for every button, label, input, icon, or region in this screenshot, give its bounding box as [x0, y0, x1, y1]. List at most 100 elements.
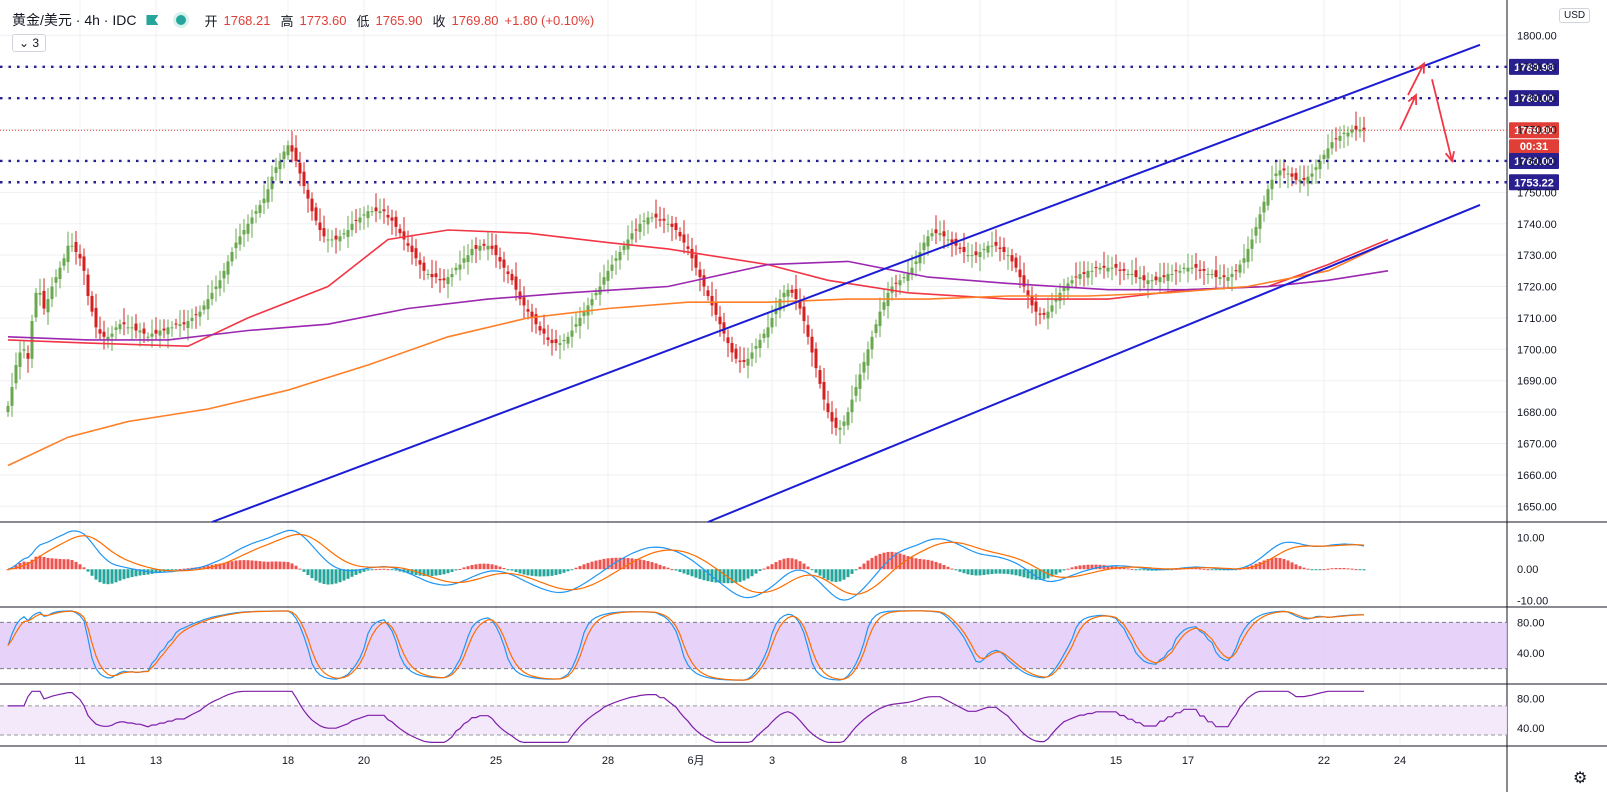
candle-body: [694, 254, 698, 268]
macd-histogram-bar: [938, 563, 942, 570]
macd-histogram-bar: [50, 558, 54, 570]
macd-histogram-bar: [986, 569, 990, 575]
candle-body: [578, 317, 582, 327]
macd-histogram-bar: [922, 559, 926, 570]
macd-histogram-bar: [214, 564, 218, 570]
candle-body: [486, 245, 490, 250]
macd-histogram-bar: [334, 569, 338, 584]
candle-body: [666, 223, 670, 225]
price-level-tag: [1509, 58, 1559, 75]
macd-histogram-bar: [466, 566, 470, 570]
macd-histogram-bar: [410, 569, 414, 575]
candle-body: [994, 241, 998, 246]
stoch-band: [0, 622, 1507, 669]
macd-histogram-bar: [66, 559, 70, 570]
macd-histogram-bar: [270, 561, 274, 570]
macd-histogram-bar: [406, 569, 410, 574]
macd-histogram-bar: [966, 569, 970, 575]
candle-body: [330, 239, 334, 241]
candle-body: [594, 292, 598, 296]
macd-histogram-bar: [218, 563, 222, 570]
time-tick-label: 13: [150, 755, 162, 767]
macd-histogram-bar: [154, 569, 158, 574]
macd-histogram-bar: [554, 569, 558, 576]
currency-badge[interactable]: USD: [1559, 8, 1591, 23]
candle-body: [434, 273, 438, 278]
candle-body: [622, 245, 626, 251]
candle-body: [1034, 301, 1038, 312]
macd-histogram-bar: [578, 565, 582, 570]
macd-histogram-bar: [182, 568, 186, 570]
candle-body: [642, 220, 646, 222]
macd-histogram-bar: [274, 561, 278, 570]
indicator-collapse-button[interactable]: ⌄ 3: [12, 34, 47, 52]
macd-histogram-bar: [766, 566, 770, 570]
candle-body: [458, 264, 462, 270]
candle-body: [334, 235, 338, 240]
candle-body: [1322, 154, 1326, 160]
macd-histogram-bar: [870, 557, 874, 570]
candle-body: [1202, 268, 1206, 271]
macd-histogram-bar: [1218, 569, 1222, 571]
candle-body: [778, 299, 782, 311]
candle-body: [1310, 173, 1314, 177]
candle-body: [630, 233, 634, 240]
candle-body: [490, 245, 494, 249]
macd-histogram-bar: [1330, 568, 1334, 570]
candle-body: [426, 273, 430, 275]
candle-body: [1254, 226, 1258, 236]
candle-body: [462, 258, 466, 263]
macd-histogram-bar: [682, 569, 686, 574]
candle-body: [730, 343, 734, 353]
macd-histogram-bar: [562, 569, 566, 573]
candle-body: [558, 343, 562, 345]
trend-line: [211, 43, 1481, 523]
candle-body: [1142, 275, 1146, 281]
candle-body: [278, 160, 282, 170]
macd-histogram-bar: [106, 569, 110, 585]
candle-body: [1042, 312, 1046, 315]
candle-body: [1286, 173, 1290, 175]
macd-histogram-bar: [202, 566, 206, 570]
candle-body: [1230, 273, 1234, 278]
macd-histogram-bar: [370, 569, 374, 571]
macd-histogram-bar: [1122, 567, 1126, 570]
candle-body: [1298, 179, 1302, 182]
macd-histogram-bar: [314, 569, 318, 581]
change-value: +1.80 (+0.10%): [504, 12, 595, 28]
candle-body: [106, 336, 110, 341]
candle-body: [502, 259, 506, 268]
flag-icon[interactable]: [146, 15, 159, 25]
macd-histogram-bar: [518, 569, 522, 574]
candle-body: [46, 299, 50, 313]
candle-body: [1150, 280, 1154, 282]
candle-body: [442, 278, 446, 281]
price-level-tag: [1509, 152, 1559, 169]
macd-histogram-bar: [330, 569, 334, 585]
macd-histogram-bar: [910, 557, 914, 570]
macd-histogram-bar: [310, 569, 314, 579]
macd-histogram-bar: [542, 569, 546, 577]
candle-body: [1206, 273, 1210, 275]
macd-histogram-bar: [818, 569, 822, 576]
time-tick-label: 15: [1110, 755, 1122, 767]
macd-histogram-bar: [174, 569, 178, 571]
macd-histogram-bar: [378, 568, 382, 570]
macd-histogram-bar: [1302, 567, 1306, 570]
price-tick-label: 1780.00: [1517, 93, 1557, 105]
macd-histogram-bar: [1106, 565, 1110, 570]
candle-body: [1030, 295, 1034, 306]
price-tick-label: 1740.00: [1517, 219, 1557, 231]
candle-body: [506, 271, 510, 274]
projection-arrow: [1431, 79, 1453, 162]
candle-body: [742, 360, 746, 362]
low-value: 1765.90: [375, 12, 423, 28]
candle-body: [1054, 299, 1058, 302]
macd-histogram-bar: [42, 556, 46, 570]
macd-histogram-bar: [358, 569, 362, 574]
macd-histogram-bar: [1082, 565, 1086, 570]
candle-body: [422, 262, 426, 271]
macd-histogram-bar: [138, 569, 142, 576]
gear-icon[interactable]: ⚙: [1573, 770, 1588, 787]
